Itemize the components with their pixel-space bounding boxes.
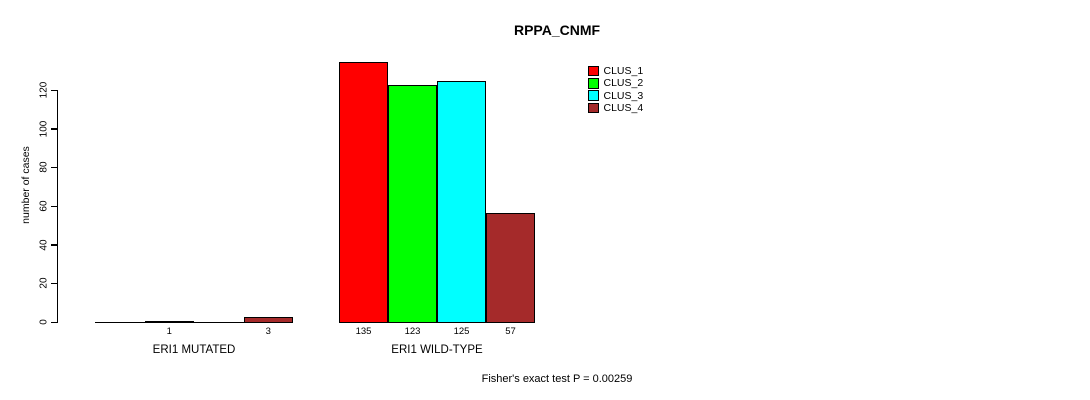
bar-clus_2: [144, 321, 194, 324]
legend-item-clus_2: CLUS_2: [588, 77, 643, 89]
bar-value-label: 57: [505, 326, 516, 337]
y-tick-label: 80: [38, 161, 50, 173]
bar-clus_2: [388, 85, 437, 324]
bar-clus_1: [339, 62, 388, 324]
bar-value-label: 1: [166, 326, 172, 337]
y-tick-mark: [51, 282, 58, 285]
legend-label: CLUS_2: [603, 77, 644, 90]
legend-item-clus_4: CLUS_4: [588, 102, 643, 114]
legend-swatch-icon: [588, 78, 599, 89]
y-tick-mark: [51, 321, 58, 323]
y-tick-label: 40: [38, 239, 50, 251]
y-tick-label: 60: [38, 200, 50, 212]
y-tick-mark: [51, 205, 58, 207]
legend-label: CLUS_3: [603, 89, 644, 102]
bar-value-label: 3: [265, 326, 271, 337]
legend-label: CLUS_4: [603, 102, 644, 115]
chart-title: RPPA_CNMF: [513, 22, 601, 38]
legend-label: CLUS_1: [603, 65, 644, 78]
bar-value-label: 123: [404, 326, 421, 337]
bar-clus_4: [486, 213, 535, 324]
y-tick-label: 20: [38, 277, 50, 289]
footnote-fisher-test: Fisher's exact test P = 0.00259: [481, 373, 633, 385]
y-tick-mark: [51, 128, 58, 130]
legend-item-clus_1: CLUS_1: [588, 65, 643, 77]
legend-swatch-icon: [588, 65, 599, 77]
bar-clus_4: [243, 317, 293, 324]
y-tick-label: 0: [38, 319, 50, 325]
y-tick-label: 100: [38, 120, 50, 137]
legend-swatch-icon: [588, 90, 599, 101]
legend: CLUS_1 CLUS_2 CLUS_3 CLUS_4: [588, 65, 643, 114]
group-label: ERI1 MUTATED: [152, 344, 236, 356]
bar-clus_3: [437, 81, 486, 324]
y-tick-mark: [51, 244, 58, 246]
y-tick-mark: [51, 166, 58, 169]
x-axis-baseline: [95, 322, 293, 324]
legend-item-clus_3: CLUS_3: [588, 90, 643, 102]
y-tick-mark: [51, 89, 58, 91]
bar-value-label: 125: [453, 326, 470, 337]
bar-value-label: 135: [355, 326, 372, 337]
group-label: ERI1 WILD-TYPE: [391, 344, 483, 356]
y-tick-label: 120: [38, 81, 50, 99]
legend-swatch-icon: [588, 102, 599, 114]
